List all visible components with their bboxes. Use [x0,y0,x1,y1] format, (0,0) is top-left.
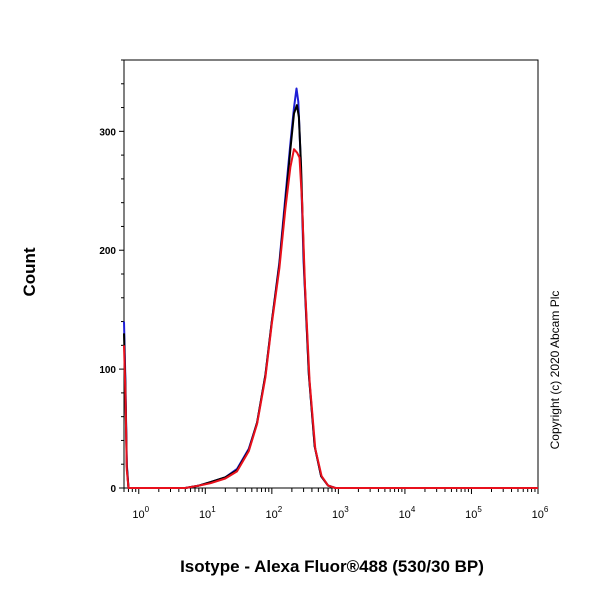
x-tick-label: 104 [399,505,416,521]
histogram-series-line [123,87,538,489]
axis-ticks [119,59,539,494]
histogram-series-line [123,104,538,489]
y-tick-label: 300 [99,127,116,138]
copyright-annotation: Copyright (c) 2020 Abcam Plc [548,291,562,450]
x-tick-label: 103 [332,505,349,521]
y-tick-label: 100 [99,365,116,376]
x-tick-label: 101 [199,505,216,521]
histogram-series-line [123,148,538,489]
y-tick-label: 0 [110,484,116,495]
y-tick-label: 200 [99,246,116,257]
x-tick-label: 100 [132,505,149,521]
x-tick-label: 105 [465,505,482,521]
plot-area [123,59,539,489]
series-lines [123,87,538,489]
x-axis-title: Isotype - Alexa Fluor®488 (530/30 BP) [180,557,484,576]
x-tick-label: 102 [265,505,282,521]
tick-labels: 0 100 200 300 100 101 102 103 104 105 106 [99,127,549,521]
y-axis-title: Count [20,247,39,296]
plot-frame [123,59,539,489]
x-tick-label: 106 [532,505,549,521]
